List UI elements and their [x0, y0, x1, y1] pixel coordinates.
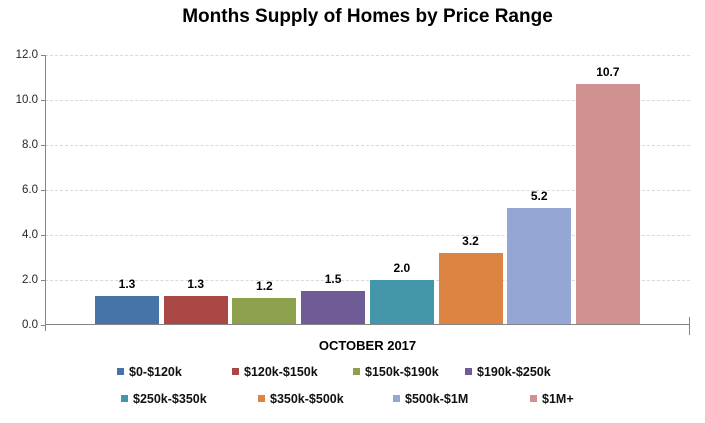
- legend-label: $1M+: [542, 392, 574, 406]
- x-axis-line: [45, 324, 690, 325]
- bar-$120k-$150k: [163, 295, 228, 325]
- y-axis-tick-mark: [41, 145, 45, 146]
- bar-$250k-$350k: [369, 280, 434, 325]
- legend-label: $150k-$190k: [365, 365, 439, 379]
- bar-value-label: 1.3: [118, 276, 136, 291]
- gridline: [45, 100, 690, 101]
- legend-label: $500k-$1M: [405, 392, 469, 406]
- y-axis-tick-mark: [41, 325, 45, 326]
- y-axis-tick-mark: [41, 190, 45, 191]
- bar-$190k-$250k: [301, 291, 366, 325]
- bar-$500k-$1M: [507, 208, 572, 325]
- y-axis-tick-mark: [41, 55, 45, 56]
- bar-value-label: 10.7: [596, 65, 620, 80]
- y-axis-tick-label: 4.0: [22, 229, 38, 241]
- legend-swatch-icon: [393, 395, 400, 402]
- y-axis-tick-label: 0.0: [22, 319, 38, 331]
- y-axis-tick-mark: [41, 235, 45, 236]
- gridline: [45, 280, 690, 281]
- legend-swatch-icon: [117, 368, 124, 375]
- legend-swatch-icon: [353, 368, 360, 375]
- y-axis-tick-label: 10.0: [15, 94, 38, 106]
- chart-title: Months Supply of Homes by Price Range: [182, 6, 553, 27]
- bar-value-label: 1.5: [324, 272, 342, 287]
- legend-label: $190k-$250k: [477, 365, 551, 379]
- legend-label: $250k-$350k: [133, 392, 207, 406]
- plot-area: 1.3 1.3 1.2 1.5 2.0 3.2 5.2 10.7: [45, 55, 690, 335]
- gridline: [45, 190, 690, 191]
- bar-$150k-$190k: [232, 298, 297, 325]
- legend-label: $350k-$500k: [270, 392, 344, 406]
- x-axis-end-tick: [689, 317, 690, 335]
- bar-value-label: 5.2: [530, 189, 548, 203]
- bar-value-label: 1.3: [187, 276, 205, 291]
- legend-swatch-icon: [530, 395, 537, 402]
- y-axis-tick-label: 2.0: [22, 274, 38, 286]
- gridline: [45, 55, 690, 56]
- legend-swatch-icon: [121, 395, 128, 402]
- y-axis-tick-label: 8.0: [22, 139, 38, 151]
- y-axis-tick-label: 12.0: [15, 49, 38, 61]
- y-axis-tick-label: 6.0: [22, 184, 38, 196]
- gridline: [45, 145, 690, 146]
- bar-$350k-$500k: [438, 253, 503, 325]
- bar-$1M+: [575, 84, 640, 325]
- legend-swatch-icon: [465, 368, 472, 375]
- y-axis-line: [45, 55, 46, 331]
- legend-label: $120k-$150k: [244, 365, 318, 379]
- bar-value-label: 1.2: [256, 279, 273, 293]
- bar-value-label: 2.0: [393, 261, 411, 275]
- legend-swatch-icon: [258, 395, 265, 402]
- gridline: [45, 235, 690, 236]
- y-axis-tick-mark: [41, 280, 45, 281]
- legend-swatch-icon: [232, 368, 239, 375]
- bar-$0-$120k: [95, 295, 159, 325]
- y-axis-tick-mark: [41, 100, 45, 101]
- x-axis-title: OCTOBER 2017: [318, 338, 417, 353]
- bar-value-label: 3.2: [462, 234, 479, 248]
- legend-label: $0-$120k: [129, 365, 182, 379]
